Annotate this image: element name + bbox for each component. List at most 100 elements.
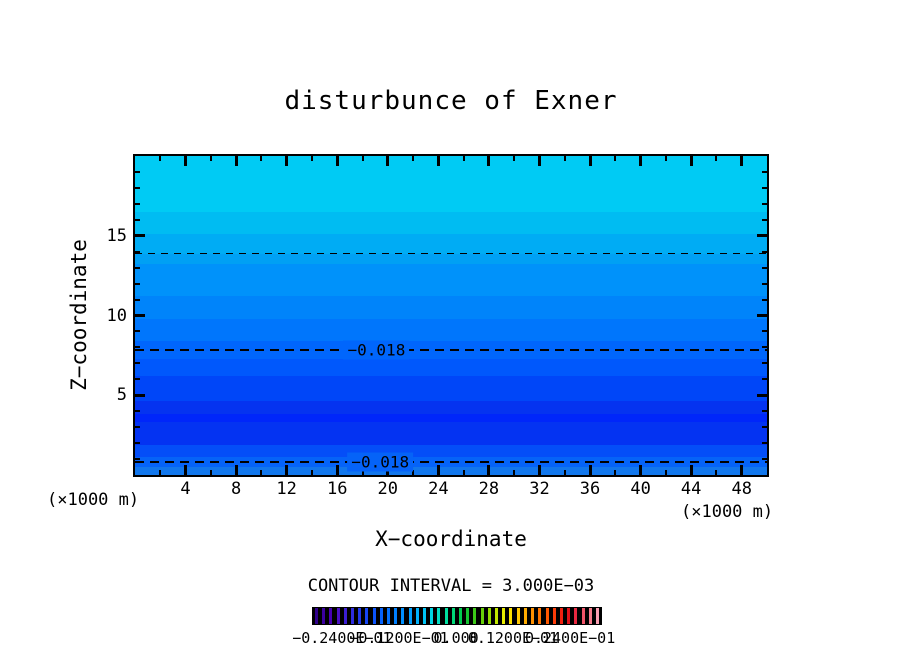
x-tick (310, 156, 313, 161)
x-tick-label: 4 (180, 479, 191, 499)
x-tick-label: 8 (230, 479, 242, 499)
x-tick-label: 20 (377, 479, 399, 499)
fill-band (135, 254, 767, 265)
x-tick (664, 470, 667, 475)
y-tick (757, 393, 767, 397)
x-tick (689, 465, 693, 475)
contour-interval-text: CONTOUR INTERVAL = 3.000E−03 (307, 576, 595, 596)
y-tick (762, 250, 767, 253)
x-tick-label: 36 (579, 479, 601, 499)
colorbar-color-line (480, 608, 484, 624)
y-tick (762, 410, 767, 413)
x-tick (234, 465, 238, 475)
y-tick (762, 362, 767, 365)
x-tick (639, 465, 643, 475)
y-tick (762, 282, 767, 285)
colorbar-color-line (451, 608, 455, 624)
x-tick (209, 470, 212, 475)
colorbar-color-line (444, 608, 448, 624)
y-tick-label: 15 (106, 225, 127, 246)
x-tick-label: 44 (680, 479, 702, 499)
x-axis-label: X−coordinate (375, 527, 527, 551)
colorbar-color-line (588, 608, 592, 624)
x-axis-unit-left: (×1000 m) (47, 490, 140, 510)
x-tick (487, 465, 491, 475)
colorbar-color-line (545, 608, 549, 624)
colorbar-color-line (343, 608, 347, 624)
x-tick (285, 465, 289, 475)
x-tick (513, 156, 516, 161)
fill-band (135, 422, 767, 445)
colorbar-color-line (473, 608, 477, 624)
x-tick (462, 156, 465, 161)
y-tick (135, 186, 140, 189)
y-tick (135, 330, 140, 333)
colorbar-color-line (336, 608, 340, 624)
colorbar-label: 0.2400E−01 (524, 629, 616, 647)
contour-line (135, 253, 767, 255)
colorbar-color-line (329, 608, 333, 624)
colorbar-label: 0.000 (433, 629, 479, 647)
colorbar-color-line (538, 608, 542, 624)
x-tick-label: 48 (731, 479, 752, 499)
x-tick-label: 12 (276, 479, 297, 499)
x-tick (159, 470, 162, 475)
x-tick (639, 156, 643, 166)
y-tick (135, 298, 140, 301)
colorbar-color-line (408, 608, 412, 624)
contour-line (135, 348, 767, 351)
x-tick (537, 465, 541, 475)
colorbar-color-line (595, 608, 599, 624)
colorbar-color-line (351, 608, 355, 624)
y-tick (757, 314, 767, 317)
colorbar-color-line (516, 608, 520, 624)
fill-band (135, 413, 767, 423)
colorbar-color-line (531, 608, 535, 624)
fill-band (135, 318, 767, 342)
x-tick (260, 156, 263, 161)
x-tick-label: 24 (428, 479, 449, 499)
y-tick (762, 346, 767, 349)
colorbar-color-line (502, 608, 506, 624)
fill-band (135, 376, 767, 401)
colorbar-color-line (523, 608, 527, 624)
y-tick (762, 330, 767, 333)
fill-band (135, 358, 767, 377)
x-tick-label: 32 (529, 479, 550, 499)
colorbar-color-line (379, 608, 383, 624)
y-tick-label: 5 (116, 385, 127, 406)
y-tick (762, 426, 767, 429)
x-tick (740, 156, 744, 166)
x-tick (436, 156, 440, 166)
colorbar-color-line (574, 608, 578, 624)
x-tick (361, 470, 364, 475)
x-tick (361, 156, 364, 161)
x-tick (563, 470, 566, 475)
colorbar-color-line (552, 608, 556, 624)
y-tick (135, 314, 145, 317)
y-tick (762, 442, 767, 445)
plot-area: −0.018 −0.018 (133, 154, 769, 477)
x-tick (487, 156, 491, 166)
y-tick (135, 170, 140, 173)
fill-band (135, 156, 767, 212)
fill-band (135, 211, 767, 235)
y-tick (135, 346, 140, 349)
x-tick (412, 156, 415, 161)
x-tick (462, 470, 465, 475)
y-tick (135, 282, 140, 285)
x-tick (614, 156, 617, 161)
y-tick (762, 298, 767, 301)
y-tick (135, 218, 140, 221)
colorbar-color-line (459, 608, 463, 624)
x-tick (614, 470, 617, 475)
chart-title: disturbunce of Exner (284, 86, 618, 116)
y-tick (135, 442, 140, 445)
colorbar-label: −0.1200E−01 (349, 629, 449, 647)
y-tick (135, 426, 140, 429)
colorbar-color-line (401, 608, 405, 624)
x-tick (537, 156, 541, 166)
colorbar-color-line (466, 608, 470, 624)
fill-band (135, 264, 767, 297)
